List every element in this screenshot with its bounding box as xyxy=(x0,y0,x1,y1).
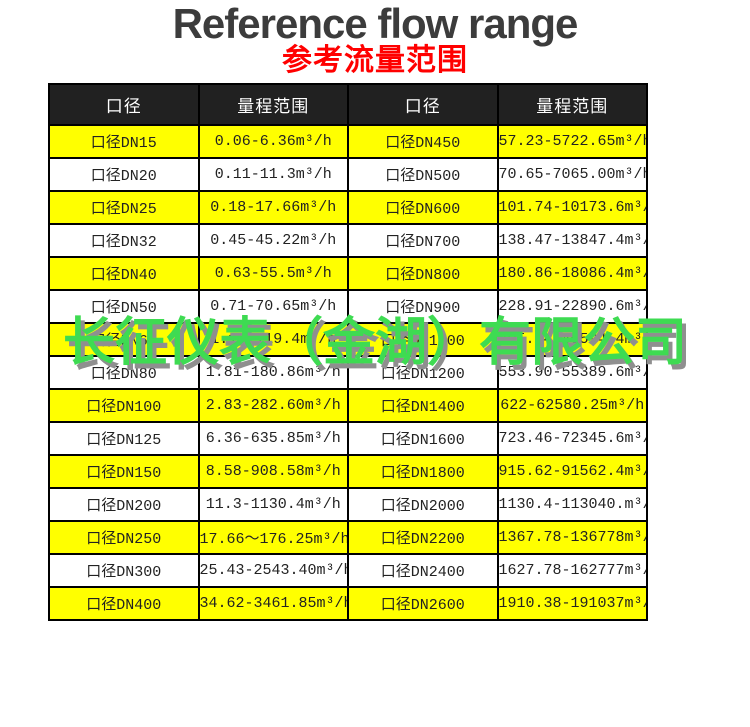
column-header-range-right: 量程范围 xyxy=(496,83,648,127)
range-cell: 101.74-10173.6m³/h xyxy=(496,190,648,226)
range-cell: 553.90-55389.6m³/h xyxy=(496,355,648,391)
diameter-cell: 口径DN80 xyxy=(48,355,200,391)
table-row: 口径DN20 0.11-11.3m³/h 口径DN500 70.65-7065.00m… xyxy=(48,157,648,193)
page-title: Reference flow range xyxy=(172,0,579,47)
range-cell: 1367.78-136778m³/h xyxy=(496,520,648,556)
diameter-cell: 口径DN600 xyxy=(347,190,499,226)
table-row: 口径DN100 2.83-282.60m³/h 口径DN1400 622-62580.… xyxy=(48,388,648,424)
range-cell: 0.11-11.3m³/h xyxy=(197,157,349,193)
range-cell: 1910.38-191037m³/h xyxy=(496,586,648,622)
diameter-cell: 口径DN900 xyxy=(347,289,499,325)
diameter-cell: 口径DN250 xyxy=(48,520,200,556)
diameter-cell: 口径DN1600 xyxy=(347,421,499,457)
table-row: 口径DN400 34.62-3461.85m³/h 口径DN2600 1910.38-… xyxy=(48,586,648,622)
range-cell: 405.94-40594.4m³/h xyxy=(496,322,648,358)
range-cell: 2.83-282.60m³/h xyxy=(197,388,349,424)
diameter-cell: 口径DN125 xyxy=(48,421,200,457)
diameter-cell: 口径DN150 xyxy=(48,454,200,490)
range-cell: 25.43-2543.40m³/h xyxy=(197,553,349,589)
range-cell: 0.06-6.36m³/h xyxy=(197,124,349,160)
range-cell: 1627.78-162777m³/h xyxy=(496,553,648,589)
diameter-cell: 口径DN700 xyxy=(347,223,499,259)
range-cell: 723.46-72345.6m³/h xyxy=(496,421,648,457)
diameter-cell: 口径DN1800 xyxy=(347,454,499,490)
header-row: 口径 量程范围 口径 量程范围 xyxy=(48,83,648,127)
table-row: 口径DN50 0.71-70.65m³/h 口径DN900 228.91-22890.… xyxy=(48,289,648,325)
diameter-cell: 口径DN2200 xyxy=(347,520,499,556)
diameter-cell: 口径DN800 xyxy=(347,256,499,292)
column-header-diameter-left: 口径 xyxy=(48,83,200,127)
table-row: 口径DN250 17.66～176.25m³/h 口径DN2200 1367.78-1… xyxy=(48,520,648,556)
table-row: 口径DN125 6.36-635.85m³/h 口径DN1600 723.46-723… xyxy=(48,421,648,457)
table-row: 口径DN40 0.63-55.5m³/h 口径DN800 180.86-18086.4… xyxy=(48,256,648,292)
table-row: 口径DN300 25.43-2543.40m³/h 口径DN2400 1627.78-… xyxy=(48,553,648,589)
flow-range-table: 口径 量程范围 口径 量程范围 口径DN15 0.06-6.36m³/h 口径DN4… xyxy=(48,83,648,622)
table-row: 口径DN15 0.06-6.36m³/h 口径DN450 57.23-5722.65m… xyxy=(48,124,648,160)
diameter-cell: 口径DN32 xyxy=(48,223,200,259)
range-cell: 1130.4-113040.m³/h xyxy=(496,487,648,523)
diameter-cell: 口径DN1200 xyxy=(347,355,499,391)
range-cell: 0.18-17.66m³/h xyxy=(197,190,349,226)
diameter-cell: 口径DN450 xyxy=(347,124,499,160)
diameter-cell: 口径DN2600 xyxy=(347,586,499,622)
range-cell: 138.47-13847.4m³/h xyxy=(496,223,648,259)
diameter-cell: 口径DN1000 xyxy=(347,322,499,358)
diameter-cell: 口径DN500 xyxy=(347,157,499,193)
range-cell: 180.86-18086.4m³/h xyxy=(496,256,648,292)
table-row: 口径DN80 1.81-180.86m³/h 口径DN1200 553.90-5538… xyxy=(48,355,648,391)
range-cell: 0.45-45.22m³/h xyxy=(197,223,349,259)
range-cell: 17.66～176.25m³/h xyxy=(197,520,349,556)
range-cell: 6.36-635.85m³/h xyxy=(197,421,349,457)
range-cell: 915.62-91562.4m³/h xyxy=(496,454,648,490)
range-cell: 8.58-908.58m³/h xyxy=(197,454,349,490)
diameter-cell: 口径DN300 xyxy=(48,553,200,589)
diameter-cell: 口径DN65 xyxy=(48,322,200,358)
range-cell: 57.23-5722.65m³/h xyxy=(496,124,648,160)
diameter-cell: 口径DN20 xyxy=(48,157,200,193)
diameter-cell: 口径DN100 xyxy=(48,388,200,424)
flow-range-table-head: 口径 量程范围 口径 量程范围 xyxy=(48,83,648,127)
range-cell: 1.19-119.4m³/h xyxy=(197,322,349,358)
diameter-cell: 口径DN2000 xyxy=(347,487,499,523)
range-cell: 34.62-3461.85m³/h xyxy=(197,586,349,622)
table-row: 口径DN25 0.18-17.66m³/h 口径DN600 101.74-10173.… xyxy=(48,190,648,226)
range-cell: 70.65-7065.00m³/h xyxy=(496,157,648,193)
range-cell: 0.63-55.5m³/h xyxy=(197,256,349,292)
diameter-cell: 口径DN40 xyxy=(48,256,200,292)
range-cell: 1.81-180.86m³/h xyxy=(197,355,349,391)
diameter-cell: 口径DN15 xyxy=(48,124,200,160)
diameter-cell: 口径DN1400 xyxy=(347,388,499,424)
range-cell: 0.71-70.65m³/h xyxy=(197,289,349,325)
table-row: 口径DN65 1.19-119.4m³/h 口径DN1000 405.94-40594… xyxy=(48,322,648,358)
diameter-cell: 口径DN200 xyxy=(48,487,200,523)
table-row: 口径DN32 0.45-45.22m³/h 口径DN700 138.47-13847.… xyxy=(48,223,648,259)
column-header-range-left: 量程范围 xyxy=(197,83,349,127)
diameter-cell: 口径DN25 xyxy=(48,190,200,226)
diameter-cell: 口径DN50 xyxy=(48,289,200,325)
diameter-cell: 口径DN400 xyxy=(48,586,200,622)
range-cell: 11.3-1130.4m³/h xyxy=(197,487,349,523)
range-cell: 228.91-22890.6m³/h xyxy=(496,289,648,325)
column-header-diameter-right: 口径 xyxy=(347,83,499,127)
table-row: 口径DN200 11.3-1130.4m³/h 口径DN2000 1130.4-113… xyxy=(48,487,648,523)
diameter-cell: 口径DN2400 xyxy=(347,553,499,589)
flow-range-table-body: 口径DN15 0.06-6.36m³/h 口径DN450 57.23-5722.65m… xyxy=(48,124,648,622)
table-row: 口径DN150 8.58-908.58m³/h 口径DN1800 915.62-915… xyxy=(48,454,648,490)
range-cell: 622-62580.25m³/h xyxy=(496,388,648,424)
page-subtitle: 参考流量范围 xyxy=(282,44,468,78)
